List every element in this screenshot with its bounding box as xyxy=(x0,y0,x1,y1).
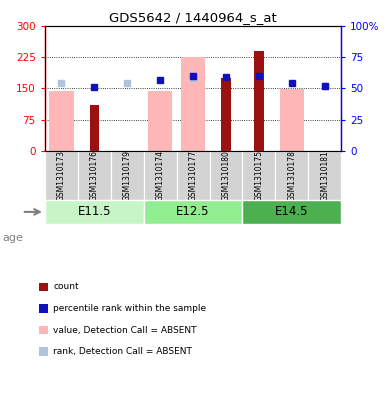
Text: GSM1310177: GSM1310177 xyxy=(188,150,198,201)
Bar xyxy=(275,151,308,200)
Text: GSM1310175: GSM1310175 xyxy=(254,150,263,201)
Text: count: count xyxy=(53,283,79,291)
Title: GDS5642 / 1440964_s_at: GDS5642 / 1440964_s_at xyxy=(109,11,277,24)
Text: GSM1310179: GSM1310179 xyxy=(123,150,132,201)
Bar xyxy=(148,90,172,151)
Text: E12.5: E12.5 xyxy=(176,206,210,219)
Bar xyxy=(308,151,341,200)
Text: GSM1310173: GSM1310173 xyxy=(57,150,66,201)
Bar xyxy=(78,151,111,200)
Text: GSM1310174: GSM1310174 xyxy=(156,150,165,201)
Bar xyxy=(254,51,264,151)
Bar xyxy=(177,151,209,200)
Text: GSM1310176: GSM1310176 xyxy=(90,150,99,201)
Text: GSM1310181: GSM1310181 xyxy=(320,150,329,201)
Bar xyxy=(243,151,275,200)
Text: rank, Detection Call = ABSENT: rank, Detection Call = ABSENT xyxy=(53,347,192,356)
Bar xyxy=(280,89,304,151)
Text: percentile rank within the sample: percentile rank within the sample xyxy=(53,304,207,313)
Bar xyxy=(243,200,341,224)
Bar xyxy=(144,200,243,224)
Text: value, Detection Call = ABSENT: value, Detection Call = ABSENT xyxy=(53,326,197,334)
Bar xyxy=(45,200,144,224)
Text: E11.5: E11.5 xyxy=(78,206,111,219)
Bar xyxy=(222,78,230,151)
Bar xyxy=(181,57,206,151)
Bar xyxy=(49,90,74,151)
Bar xyxy=(111,151,144,200)
Text: E14.5: E14.5 xyxy=(275,206,308,219)
Bar xyxy=(45,151,78,200)
Bar xyxy=(90,105,99,151)
Bar xyxy=(209,151,243,200)
Text: GSM1310180: GSM1310180 xyxy=(222,150,230,201)
Bar xyxy=(144,151,177,200)
Text: age: age xyxy=(2,233,23,243)
Text: GSM1310178: GSM1310178 xyxy=(287,150,296,201)
